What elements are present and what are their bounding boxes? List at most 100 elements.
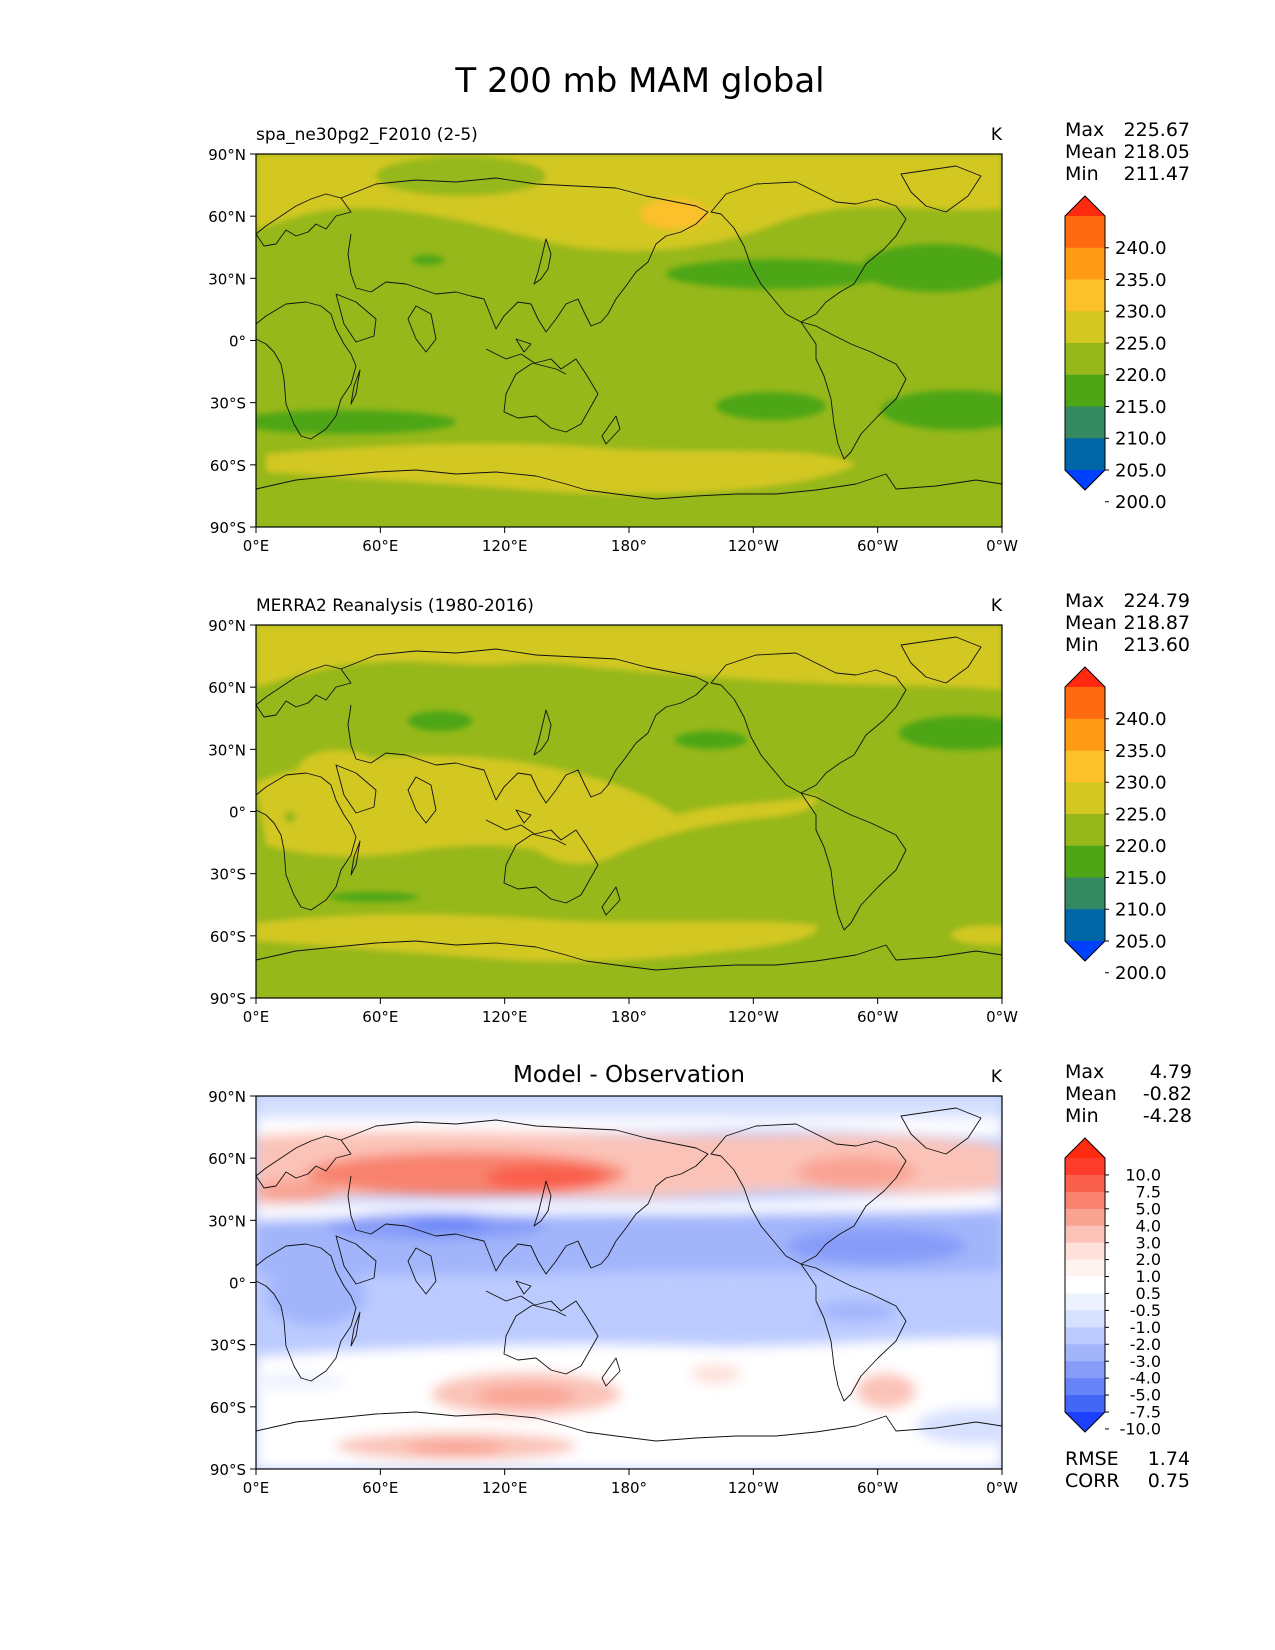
stat-label: Min <box>1065 163 1099 185</box>
panel-diff-skill: RMSE 1.74 CORR 0.75 <box>1065 1448 1190 1492</box>
stat-value: 218.05 <box>1124 141 1190 163</box>
colorbar-label: 5.0 <box>1136 1199 1161 1218</box>
x-tick-label: 0°E <box>243 1008 270 1026</box>
x-tick-label: 120°E <box>482 1008 528 1026</box>
colorbar-label: 200.0 <box>1115 492 1167 513</box>
colorbar-segment <box>1065 1361 1105 1379</box>
colorbar-label: -3.0 <box>1130 1352 1161 1371</box>
panel-obs-colorbar: 240.0 235.0 230.0 225.0 220.0 215.0 210.0 205.0… <box>1064 666 1167 984</box>
x-tick-label: 60°W <box>857 1008 899 1026</box>
colorbar-segment <box>1065 909 1105 942</box>
stat-value: 225.67 <box>1124 119 1190 141</box>
y-tick-label: 60°S <box>210 457 246 475</box>
panel-diff-stats: Max 4.79 Mean -0.82 Min -4.28 <box>1065 1061 1192 1127</box>
y-tick-label: 0° <box>229 333 246 351</box>
colorbar-segment <box>1065 247 1105 280</box>
y-tick-label: 60°N <box>208 679 246 697</box>
colorbar-label: -10.0 <box>1120 1420 1161 1439</box>
panel-model-units: K <box>991 125 1003 145</box>
stat-value: 224.79 <box>1124 590 1190 612</box>
colorbar-extend-min <box>1065 470 1105 490</box>
corr-value: 0.75 <box>1148 1470 1190 1492</box>
x-tick-label: 60°W <box>857 1479 899 1497</box>
colorbar-label: 240.0 <box>1115 709 1167 730</box>
colorbar-label: -7.5 <box>1130 1403 1161 1422</box>
colorbar-label: 2.0 <box>1136 1250 1161 1269</box>
colorbar-segment <box>1065 1158 1105 1176</box>
panel-obs-stats: Max 224.79 Mean 218.87 Min 213.60 <box>1065 590 1190 656</box>
stat-label: Mean <box>1065 141 1117 163</box>
colorbar-label: -5.0 <box>1130 1386 1161 1405</box>
x-tick-label: 120°W <box>728 537 779 555</box>
y-tick-label: 30°S <box>210 395 246 413</box>
rmse-value: 1.74 <box>1148 1448 1190 1470</box>
colorbar-segment <box>1065 311 1105 344</box>
colorbar-segment <box>1065 1242 1105 1261</box>
stat-value: -4.28 <box>1143 1105 1192 1127</box>
colorbar-label: 205.0 <box>1115 931 1167 952</box>
colorbar-segment <box>1065 1208 1105 1227</box>
colorbar-extend-min <box>1065 1412 1105 1432</box>
y-tick-label: 60°N <box>208 1150 246 1168</box>
y-tick-label: 30°S <box>210 1337 246 1355</box>
panel-obs-map <box>256 625 1002 998</box>
figure-title: T 200 mb MAM global <box>454 61 824 101</box>
colorbar-label: 230.0 <box>1115 773 1167 794</box>
colorbar-label: 225.0 <box>1115 804 1167 825</box>
y-tick-label: 0° <box>229 804 246 822</box>
x-tick-label: 0°W <box>986 537 1018 555</box>
colorbar-segment <box>1065 406 1105 439</box>
stat-label: Mean <box>1065 612 1117 634</box>
y-tick-label: 90°S <box>210 990 246 1008</box>
colorbar-segment <box>1065 1395 1105 1413</box>
stat-label: Min <box>1065 634 1099 656</box>
colorbar-segment <box>1065 1174 1105 1193</box>
panel-model-stats: Max 225.67 Mean 218.05 Min 211.47 <box>1065 119 1190 185</box>
colorbar-segment <box>1065 718 1105 751</box>
x-tick-label: 120°E <box>482 537 528 555</box>
colorbar-segment <box>1065 1344 1105 1362</box>
panel-diff-title: Model - Observation <box>513 1062 745 1088</box>
stat-label: Min <box>1065 1105 1099 1127</box>
stat-label: Max <box>1065 590 1104 612</box>
colorbar-label: 3.0 <box>1136 1233 1161 1252</box>
colorbar-segment <box>1065 1378 1105 1396</box>
colorbar-segment <box>1065 1225 1105 1244</box>
colorbar-segment <box>1065 279 1105 312</box>
colorbar-segment <box>1065 782 1105 815</box>
colorbar-label: 220.0 <box>1115 365 1167 386</box>
panel-diff-map <box>256 1096 1002 1469</box>
panel-obs-title: MERRA2 Reanalysis (1980-2016) <box>256 596 534 616</box>
colorbar-segment <box>1065 1191 1105 1210</box>
stat-value: -0.82 <box>1143 1083 1192 1105</box>
x-tick-label: 180° <box>611 1479 647 1497</box>
stat-value: 218.87 <box>1124 612 1190 634</box>
colorbar-extend-min <box>1065 941 1105 961</box>
colorbar-label: 210.0 <box>1115 429 1167 450</box>
y-tick-label: 60°N <box>208 208 246 226</box>
x-tick-label: 120°W <box>728 1479 779 1497</box>
panel-diff-colorbar: 10.07.55.04.03.02.01.00.5-0.5-1.0-2.0-3.… <box>1064 1137 1161 1439</box>
y-tick-label: 90°S <box>210 519 246 537</box>
y-tick-label: 30°N <box>208 741 246 759</box>
colorbar-label: 235.0 <box>1115 741 1167 762</box>
x-tick-label: 60°E <box>362 537 398 555</box>
stat-value: 213.60 <box>1124 634 1190 656</box>
x-tick-label: 120°W <box>728 1008 779 1026</box>
colorbar-segment <box>1065 750 1105 783</box>
colorbar-segment <box>1065 845 1105 878</box>
colorbar-label: 235.0 <box>1115 270 1167 291</box>
y-tick-label: 0° <box>229 1275 246 1293</box>
colorbar-segment <box>1065 1327 1105 1345</box>
colorbar-segment <box>1065 374 1105 407</box>
colorbar-label: 205.0 <box>1115 460 1167 481</box>
y-tick-label: 90°N <box>208 1088 246 1106</box>
corr-label: CORR <box>1065 1470 1120 1492</box>
colorbar-label: -0.5 <box>1130 1301 1161 1320</box>
panel-diff-units: K <box>991 1067 1003 1087</box>
colorbar-label: 1.0 <box>1136 1267 1161 1286</box>
rmse-label: RMSE <box>1065 1448 1119 1470</box>
colorbar-label: 225.0 <box>1115 333 1167 354</box>
colorbar-label: 215.0 <box>1115 868 1167 889</box>
